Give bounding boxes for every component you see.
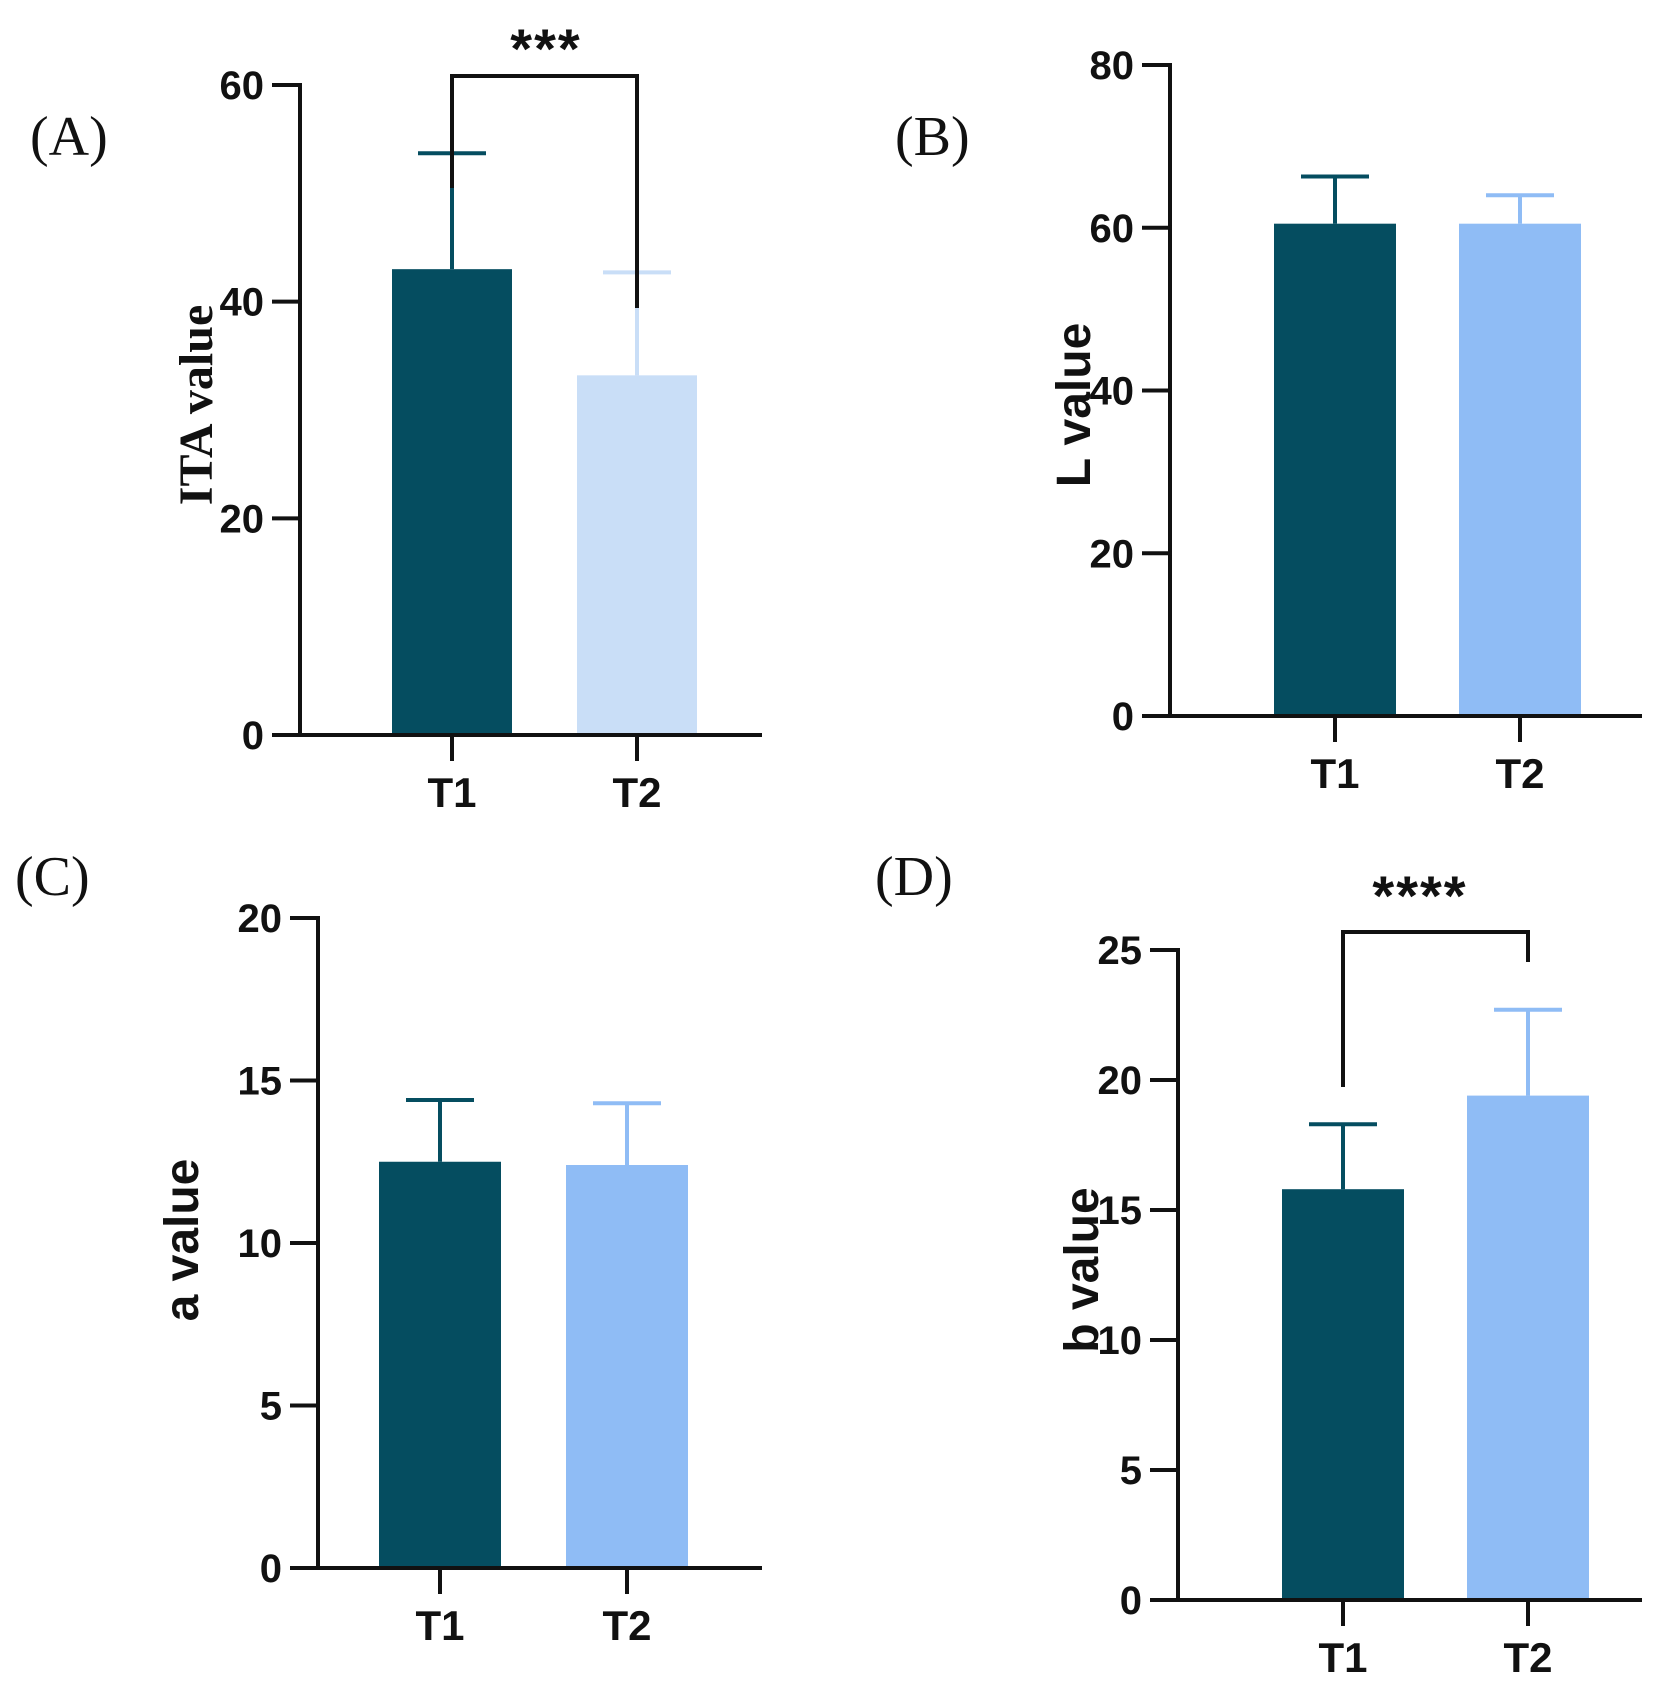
- panel-a-xtick-label: T2: [612, 769, 661, 816]
- panel-a: (A) ITA value 0 20 40 60 T1 T2 ***: [30, 17, 762, 816]
- panel-d-bar-t1: [1282, 1189, 1404, 1600]
- panel-a-ytick-label: 0: [242, 714, 264, 758]
- panel-d-xtick-label: T1: [1318, 1634, 1367, 1681]
- panel-a-ytick-label: 20: [220, 497, 265, 541]
- panel-c-ytick-label: 20: [238, 897, 283, 941]
- panel-c-ytick-label: 5: [260, 1385, 282, 1429]
- panel-a-xtick-label: T1: [427, 769, 476, 816]
- panel-b-ytick-label: 40: [1090, 370, 1135, 414]
- panel-c-marks: 0 5 10 15 20 T1 T2: [238, 897, 762, 1649]
- panel-a-ytick-label: 60: [220, 64, 265, 108]
- panel-d-bar-t2: [1467, 1095, 1589, 1600]
- panel-a-bar-t2: [577, 375, 697, 735]
- panel-c-bar-t1: [379, 1161, 501, 1568]
- panel-d-xtick-label: T2: [1503, 1634, 1552, 1681]
- panel-b-ylabel: L value: [1048, 323, 1101, 488]
- panel-b-ytick-label: 60: [1090, 207, 1135, 251]
- panel-b-ytick-label: 0: [1112, 695, 1134, 739]
- panel-a-significance-bracket: [450, 74, 639, 308]
- panel-b-ytick-label: 20: [1090, 532, 1135, 576]
- panel-a-bar-t1: [392, 269, 512, 735]
- panel-a-ytick-label: 40: [220, 281, 265, 325]
- panel-b-marks: 0 20 40 60 80 T1 T2: [1090, 44, 1642, 797]
- panel-b-xtick-label: T1: [1310, 750, 1359, 797]
- panel-d-ylabel: b value: [1056, 1187, 1109, 1352]
- panel-d-significance-bracket: [1341, 930, 1530, 1087]
- panel-b-bar-t1: [1274, 223, 1396, 716]
- panel-c-bar-t2: [566, 1165, 688, 1568]
- panel-c-xtick-label: T2: [602, 1602, 651, 1649]
- panel-d: (D) b value 0 5 10 15 20 25 T1 T2 ****: [875, 846, 1642, 1681]
- panel-b-label: (B): [895, 106, 970, 168]
- panel-b-xtick-label: T2: [1495, 750, 1544, 797]
- panel-c-ytick-label: 0: [260, 1547, 282, 1591]
- panel-d-ytick-label: 15: [1098, 1189, 1143, 1233]
- panel-b-ytick-label: 80: [1090, 44, 1135, 88]
- panel-c-ytick-label: 15: [238, 1060, 283, 1104]
- panel-c-xtick-label: T1: [415, 1602, 464, 1649]
- panel-c-label: (C): [15, 846, 90, 908]
- panel-a-marks: 0 20 40 60 T1 T2: [220, 64, 762, 816]
- panel-c: (C) a value 0 5 10 15 20 T1 T2: [15, 846, 762, 1649]
- panel-b: (B) L value 0 20 40 60 80 T1 T2: [895, 44, 1642, 797]
- panel-a-significance: ***: [510, 17, 581, 80]
- panel-d-ytick-label: 25: [1098, 929, 1143, 973]
- panel-d-significance: ****: [1372, 864, 1467, 927]
- panel-d-ytick-label: 10: [1098, 1319, 1143, 1363]
- panel-c-ytick-label: 10: [238, 1222, 283, 1266]
- panel-b-bar-t2: [1459, 223, 1581, 716]
- panel-d-ytick-label: 0: [1120, 1579, 1142, 1623]
- panel-d-ytick-label: 20: [1098, 1059, 1143, 1103]
- panel-a-ylabel: ITA value: [170, 305, 223, 505]
- panel-d-ytick-label: 5: [1120, 1449, 1142, 1493]
- panel-a-label: (A): [30, 106, 108, 168]
- panel-c-ylabel: a value: [156, 1159, 209, 1322]
- panel-d-marks: 0 5 10 15 20 25 T1 T2: [1098, 929, 1642, 1681]
- panel-d-label: (D): [875, 846, 953, 908]
